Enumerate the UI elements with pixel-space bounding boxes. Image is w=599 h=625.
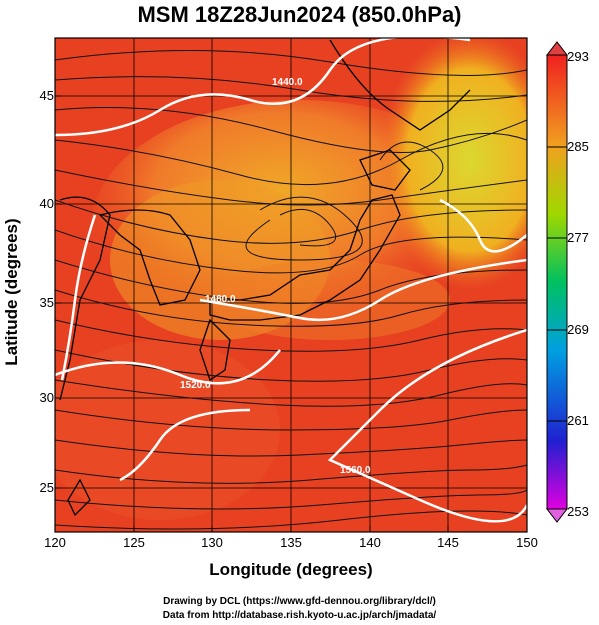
colorbar-label: 285 xyxy=(567,139,589,154)
height-contours xyxy=(55,38,527,523)
chart-title: MSM 18Z28Jun2024 (850.0hPa) xyxy=(137,2,462,27)
coastlines xyxy=(59,39,471,517)
color-bar xyxy=(545,41,569,523)
axis-ticks xyxy=(54,95,528,532)
x-tick-label: 135 xyxy=(280,535,302,550)
colorbar-label: 269 xyxy=(567,322,589,337)
x-axis-title: Longitude (degrees) xyxy=(209,560,373,579)
x-tick-label: 125 xyxy=(123,535,145,550)
y-tick-label: 25 xyxy=(39,480,54,495)
y-tick-label: 40 xyxy=(39,196,54,211)
contour-label: 1480.0 xyxy=(205,294,236,305)
x-tick-label: 120 xyxy=(44,535,66,550)
colorbar-label: 293 xyxy=(567,49,589,64)
colorbar-label: 253 xyxy=(567,504,589,519)
credit-line-drawing: Drawing by DCL (https://www.gfd-dennou.o… xyxy=(163,596,436,607)
y-tick-label: 45 xyxy=(39,88,54,103)
colorbar-label: 261 xyxy=(567,413,589,428)
credit-line-data: Data from http://database.rish.kyoto-u.a… xyxy=(162,610,437,621)
contour-label: 1560.0 xyxy=(340,465,371,476)
y-axis-title: Latitude (degrees) xyxy=(2,218,21,366)
contour-label: 1440.0 xyxy=(272,77,303,88)
temperature-field xyxy=(55,38,527,532)
x-tick-label: 140 xyxy=(359,535,381,550)
x-tick-label: 130 xyxy=(201,535,223,550)
x-tick-label: 145 xyxy=(437,535,459,550)
y-tick-label: 30 xyxy=(39,390,54,405)
colorbar-label: 277 xyxy=(567,230,589,245)
x-tick-label: 150 xyxy=(516,535,538,550)
contour-label: 1520.0 xyxy=(180,380,211,391)
y-tick-label: 35 xyxy=(39,295,54,310)
